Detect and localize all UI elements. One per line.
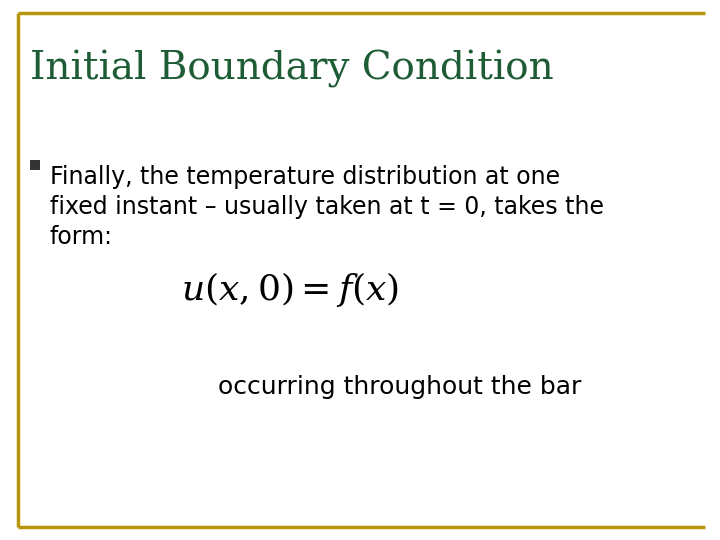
Text: form:: form: xyxy=(50,225,113,249)
Text: $u(x, 0) = f(x)$: $u(x, 0) = f(x)$ xyxy=(181,270,399,309)
Text: occurring throughout the bar: occurring throughout the bar xyxy=(218,375,582,399)
Text: Initial Boundary Condition: Initial Boundary Condition xyxy=(30,50,554,88)
Text: fixed instant – usually taken at t = 0, takes the: fixed instant – usually taken at t = 0, … xyxy=(50,195,604,219)
Text: Finally, the temperature distribution at one: Finally, the temperature distribution at… xyxy=(50,165,560,189)
Bar xyxy=(30,160,40,170)
